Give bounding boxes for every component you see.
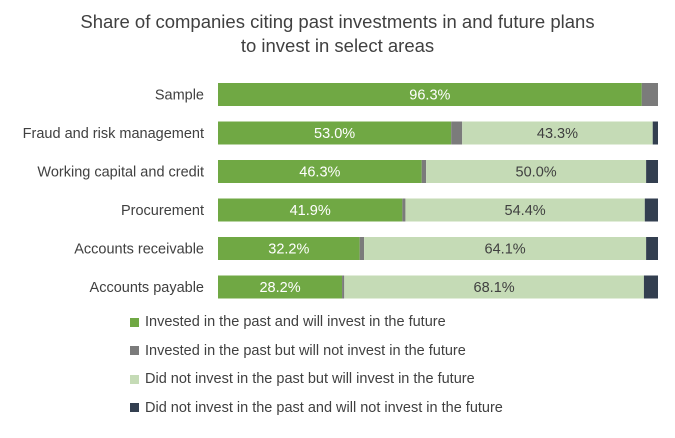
bar-segment-procurement-series-4	[644, 198, 658, 222]
data-label-procurement-series-3: 54.4%	[505, 203, 546, 219]
category-label-sample: Sample	[155, 88, 204, 104]
bar-segment-working-capital-and-credit-series-4	[646, 160, 658, 183]
data-label-sample-series-1: 96.3%	[409, 88, 450, 104]
bar-segment-fraud-and-risk-management-series-2	[451, 121, 463, 145]
bar-segment-working-capital-and-credit-series-3	[426, 160, 647, 183]
bar-segment-accounts-payable-series-2	[342, 275, 345, 299]
bar-segment-accounts-payable-series-1	[218, 275, 343, 299]
data-label-working-capital-and-credit-series-1: 46.3%	[299, 165, 340, 181]
data-label-fraud-and-risk-management-series-3: 43.3%	[537, 126, 578, 142]
bar-segment-procurement-series-2	[402, 198, 406, 222]
category-label-accounts-receivable: Accounts receivable	[74, 242, 204, 258]
data-label-working-capital-and-credit-series-3: 50.0%	[516, 165, 557, 181]
data-label-accounts-receivable-series-1: 32.2%	[268, 242, 309, 258]
data-label-accounts-payable-series-3: 68.1%	[474, 280, 515, 296]
legend-swatch	[130, 374, 139, 384]
bar-segment-fraud-and-risk-management-series-3	[462, 121, 653, 145]
bar-segment-fraud-and-risk-management-series-1	[218, 121, 452, 145]
legend-swatch	[130, 403, 139, 412]
bar-segment-accounts-receivable-series-4	[646, 237, 658, 260]
legend-swatch	[130, 346, 139, 355]
data-label-accounts-receivable-series-3: 64.1%	[485, 242, 526, 258]
stacked-bar-chart: Sample 96.3% Fraud and risk management 53.0…	[23, 83, 658, 299]
bar-segment-accounts-receivable-series-3	[364, 237, 647, 260]
legend-item-2: Invested in the past but will not invest…	[130, 341, 650, 361]
category-label-working-capital-and-credit: Working capital and credit	[37, 165, 204, 181]
chart-title: Share of companies citing past investmen…	[0, 10, 675, 58]
data-label-accounts-payable-series-1: 28.2%	[259, 280, 300, 296]
chart-legend: Invested in the past and will invest in …	[130, 312, 650, 426]
category-label-procurement: Procurement	[121, 203, 204, 219]
bar-segment-working-capital-and-credit-series-2	[421, 160, 427, 183]
bar-segment-accounts-receivable-series-1	[218, 237, 360, 260]
chart-title-line-2: to invest in select areas	[240, 35, 435, 56]
category-label-accounts-payable: Accounts payable	[90, 280, 204, 296]
bar-segment-procurement-series-1	[218, 198, 403, 222]
bar-segment-fraud-and-risk-management-series-4	[652, 121, 658, 145]
bar-segment-accounts-payable-series-3	[344, 275, 644, 299]
legend-label: Did not invest in the past and will not …	[145, 399, 503, 416]
legend-swatch	[130, 317, 139, 327]
bar-segment-accounts-payable-series-4	[643, 275, 658, 299]
legend-item-4: Did not invest in the past and will not …	[130, 398, 650, 418]
legend-label: Did not invest in the past but will inve…	[145, 371, 475, 387]
data-label-procurement-series-1: 41.9%	[290, 203, 331, 219]
bar-segment-procurement-series-3	[405, 198, 645, 222]
chart-title-line-1: Share of companies citing past investmen…	[80, 11, 595, 32]
data-label-fraud-and-risk-management-series-1: 53.0%	[314, 126, 355, 142]
legend-item-1: Invested in the past and will invest in …	[130, 312, 650, 332]
category-label-fraud-and-risk-management: Fraud and risk management	[23, 126, 204, 142]
bar-segment-sample-series-1	[218, 83, 642, 106]
legend-label: Invested in the past but will not invest…	[145, 342, 466, 359]
bar-segment-accounts-receivable-series-2	[359, 237, 365, 260]
bar-segment-working-capital-and-credit-series-1	[218, 160, 422, 183]
bar-segment-sample-series-2	[641, 83, 658, 106]
legend-item-3: Did not invest in the past but will inve…	[130, 369, 650, 389]
legend-label: Invested in the past and will invest in …	[145, 314, 446, 330]
